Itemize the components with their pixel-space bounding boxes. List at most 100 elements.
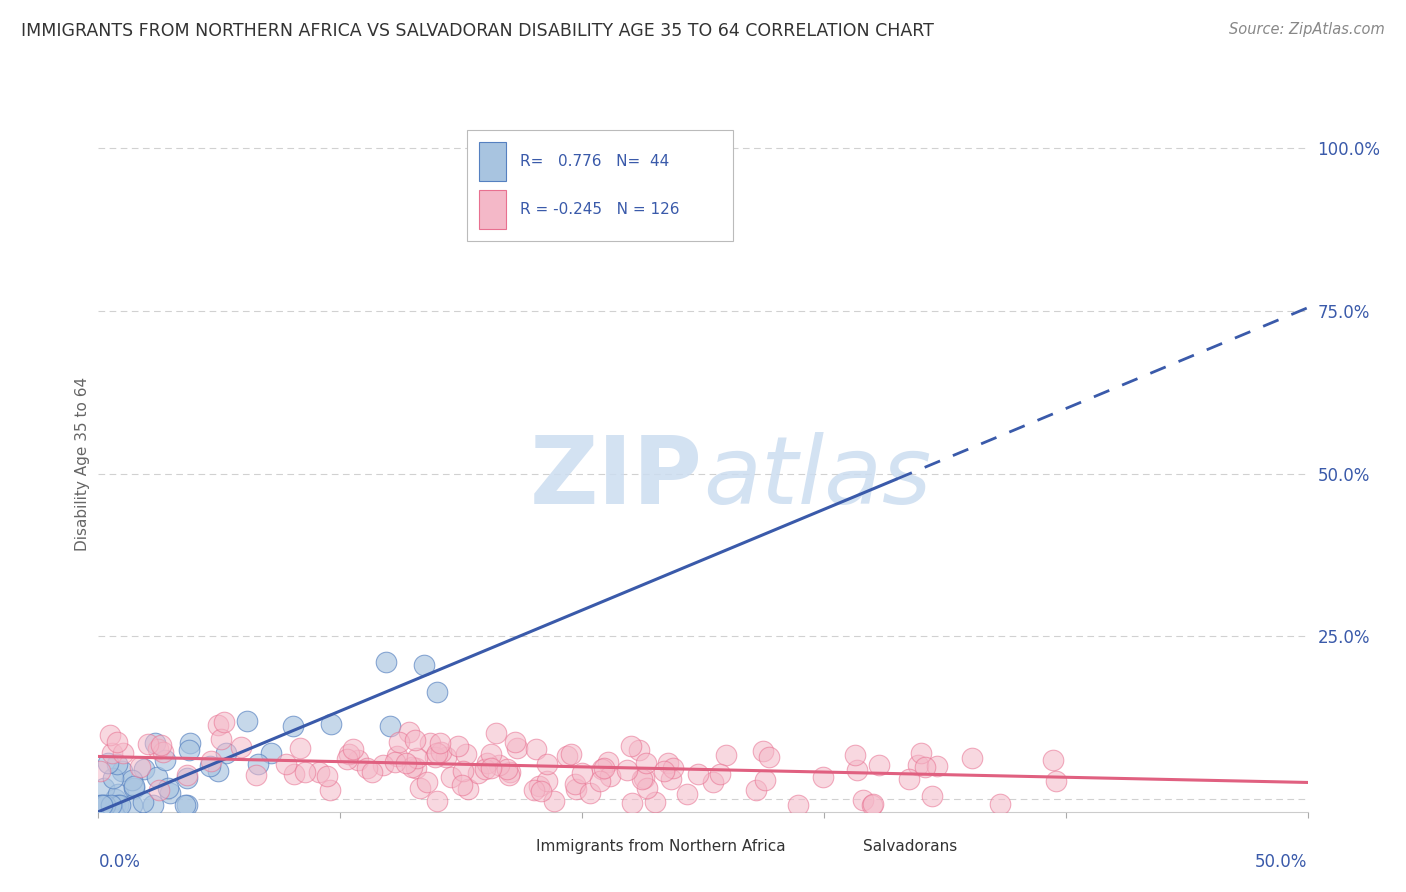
FancyBboxPatch shape: [467, 130, 734, 241]
Y-axis label: Disability Age 35 to 64: Disability Age 35 to 64: [75, 376, 90, 551]
Point: [207, 764, 229, 778]
Text: Salvadorans: Salvadorans: [863, 839, 957, 855]
Point: [676, 787, 699, 801]
Point: [523, 783, 546, 797]
Point: [143, 735, 166, 749]
Point: [97, 756, 120, 770]
Bar: [479, 143, 506, 181]
Point: [495, 762, 517, 776]
Point: [177, 743, 200, 757]
Point: [89, 764, 111, 779]
Point: [457, 781, 479, 796]
Point: [868, 757, 890, 772]
Point: [215, 746, 238, 760]
Text: 50.0%: 50.0%: [1256, 854, 1308, 871]
Point: [644, 795, 666, 809]
Point: [844, 747, 866, 762]
Point: [564, 777, 586, 791]
Point: [430, 745, 453, 759]
Text: atlas: atlas: [703, 433, 931, 524]
Point: [229, 739, 252, 754]
Point: [498, 768, 520, 782]
Point: [652, 764, 675, 778]
Point: [132, 762, 155, 776]
Point: [405, 761, 427, 775]
Point: [401, 760, 423, 774]
Point: [506, 740, 529, 755]
Point: [423, 749, 446, 764]
Point: [657, 756, 679, 771]
Point: [662, 761, 685, 775]
Point: [404, 732, 426, 747]
Point: [599, 768, 621, 782]
Point: [319, 782, 342, 797]
Point: [475, 756, 498, 770]
Text: R=   0.776   N=  44: R= 0.776 N= 44: [520, 154, 669, 169]
Point: [419, 736, 441, 750]
Point: [212, 714, 235, 729]
Point: [198, 759, 221, 773]
Point: [862, 797, 884, 811]
Point: [530, 784, 553, 798]
Point: [405, 751, 427, 765]
Point: [524, 741, 547, 756]
Point: [636, 756, 658, 770]
Point: [571, 766, 593, 780]
Point: [319, 716, 342, 731]
Point: [488, 757, 510, 772]
Point: [142, 798, 165, 813]
Point: [90, 798, 112, 813]
Text: Source: ZipAtlas.com: Source: ZipAtlas.com: [1229, 22, 1385, 37]
Point: [98, 728, 121, 742]
Point: [536, 757, 558, 772]
Point: [620, 739, 643, 753]
Point: [914, 760, 936, 774]
Point: [339, 747, 361, 762]
Point: [200, 754, 222, 768]
Point: [316, 769, 339, 783]
Point: [429, 736, 451, 750]
Point: [787, 798, 810, 813]
Point: [360, 764, 382, 779]
Point: [395, 756, 418, 770]
Point: [688, 766, 710, 780]
Point: [308, 765, 330, 780]
Point: [714, 748, 737, 763]
Point: [342, 741, 364, 756]
Point: [294, 764, 316, 779]
Point: [100, 746, 122, 760]
Point: [409, 781, 432, 796]
Point: [131, 796, 153, 810]
Point: [101, 772, 124, 786]
Point: [378, 719, 401, 733]
Point: [565, 782, 588, 797]
Point: [122, 780, 145, 794]
Point: [121, 798, 143, 813]
Point: [702, 775, 724, 789]
Point: [121, 772, 143, 787]
Point: [479, 761, 502, 775]
Point: [159, 786, 181, 800]
Point: [107, 798, 129, 813]
Point: [236, 714, 259, 728]
Point: [897, 772, 920, 786]
Text: ZIP: ZIP: [530, 432, 703, 524]
Text: 0.0%: 0.0%: [98, 854, 141, 871]
Point: [536, 774, 558, 789]
Point: [100, 798, 122, 813]
Point: [620, 797, 643, 811]
Point: [631, 772, 654, 786]
Point: [1045, 774, 1067, 789]
Point: [454, 747, 477, 761]
Point: [503, 735, 526, 749]
Point: [474, 763, 496, 777]
Point: [153, 753, 176, 767]
Point: [247, 756, 270, 771]
Point: [627, 743, 650, 757]
Point: [104, 792, 127, 806]
Point: [152, 745, 174, 759]
Point: [960, 750, 983, 764]
Point: [176, 768, 198, 782]
Point: [207, 718, 229, 732]
Point: [589, 773, 612, 788]
